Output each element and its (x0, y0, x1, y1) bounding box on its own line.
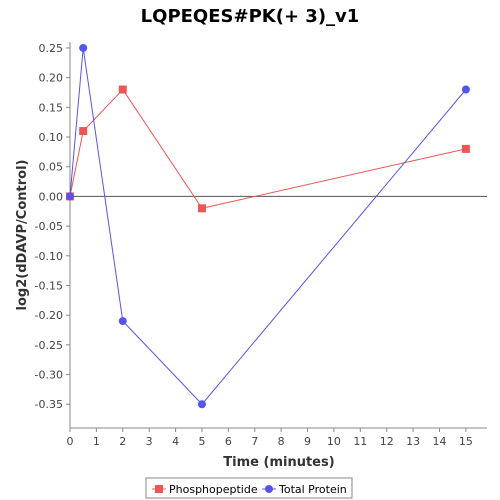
chart-title: LQPEQES#PK(+ 3)_v1 (141, 6, 360, 27)
legend-marker-total-protein (265, 485, 273, 493)
y-tick-label: 0.05 (39, 161, 64, 174)
y-tick-label: 0.15 (39, 101, 64, 114)
series-layer (66, 43, 470, 409)
data-point-total-protein (66, 192, 74, 201)
y-tick-label: 0.20 (39, 72, 64, 85)
y-tick-label: -0.25 (35, 339, 63, 352)
y-ticks: 0.25 0.20 0.15 0.10 0.05 0.00 -0.05 -0.10 -0.15 -… (35, 42, 70, 411)
x-tick-label: 2 (119, 435, 126, 448)
data-point-total-protein (118, 317, 127, 326)
x-tick-label: 5 (198, 435, 205, 448)
y-tick-label: -0.10 (35, 250, 63, 263)
x-tick-label: 15 (459, 435, 473, 448)
x-tick-label: 13 (406, 435, 420, 448)
x-tick-label: 7 (251, 435, 258, 448)
data-point-total-protein (79, 43, 88, 52)
data-point-total-protein (197, 400, 206, 409)
y-tick-label: 0.10 (39, 131, 64, 144)
y-tick-label: 0.00 (39, 190, 64, 203)
legend-box (145, 477, 353, 499)
y-tick-label: 0.25 (39, 42, 64, 55)
legend-items: Phosphopeptide Total Protein (152, 483, 347, 496)
data-point-total-protein (461, 85, 470, 94)
y-tick-label: -0.05 (35, 220, 63, 233)
legend-label-total-protein: Total Protein (278, 483, 347, 496)
y-axis-label: log2(dDAVP/Control) (15, 160, 30, 311)
y-tick-label: -0.35 (35, 398, 63, 411)
legend-marker-phosphopeptide (155, 485, 163, 493)
y-tick-label: -0.30 (35, 369, 63, 382)
x-tick-label: 11 (353, 435, 367, 448)
x-tick-label: 10 (327, 435, 341, 448)
x-tick-label: 0 (67, 435, 74, 448)
data-point-phosphopeptide (461, 144, 470, 153)
x-tick-label: 3 (146, 435, 153, 448)
x-tick-label: 6 (225, 435, 232, 448)
plot-area (70, 42, 487, 428)
x-tick-label: 4 (172, 435, 179, 448)
x-tick-label: 1 (93, 435, 100, 448)
data-point-phosphopeptide (118, 85, 127, 94)
x-axis-label: Time (minutes) (223, 455, 334, 470)
data-point-phosphopeptide (197, 204, 206, 213)
x-tick-label: 8 (278, 435, 285, 448)
y-tick-label: -0.20 (35, 309, 63, 322)
data-point-phosphopeptide (79, 127, 88, 136)
y-tick-label: -0.15 (35, 279, 63, 292)
legend: Phosphopeptide Total Protein (145, 477, 353, 499)
legend-label-phosphopeptide: Phosphopeptide (169, 483, 258, 496)
x-tick-label: 9 (304, 435, 311, 448)
x-ticks: 0 1 2 3 4 5 6 7 8 9 10 11 12 13 14 15 (67, 428, 473, 448)
x-tick-label: 12 (380, 435, 394, 448)
x-tick-label: 14 (432, 435, 446, 448)
